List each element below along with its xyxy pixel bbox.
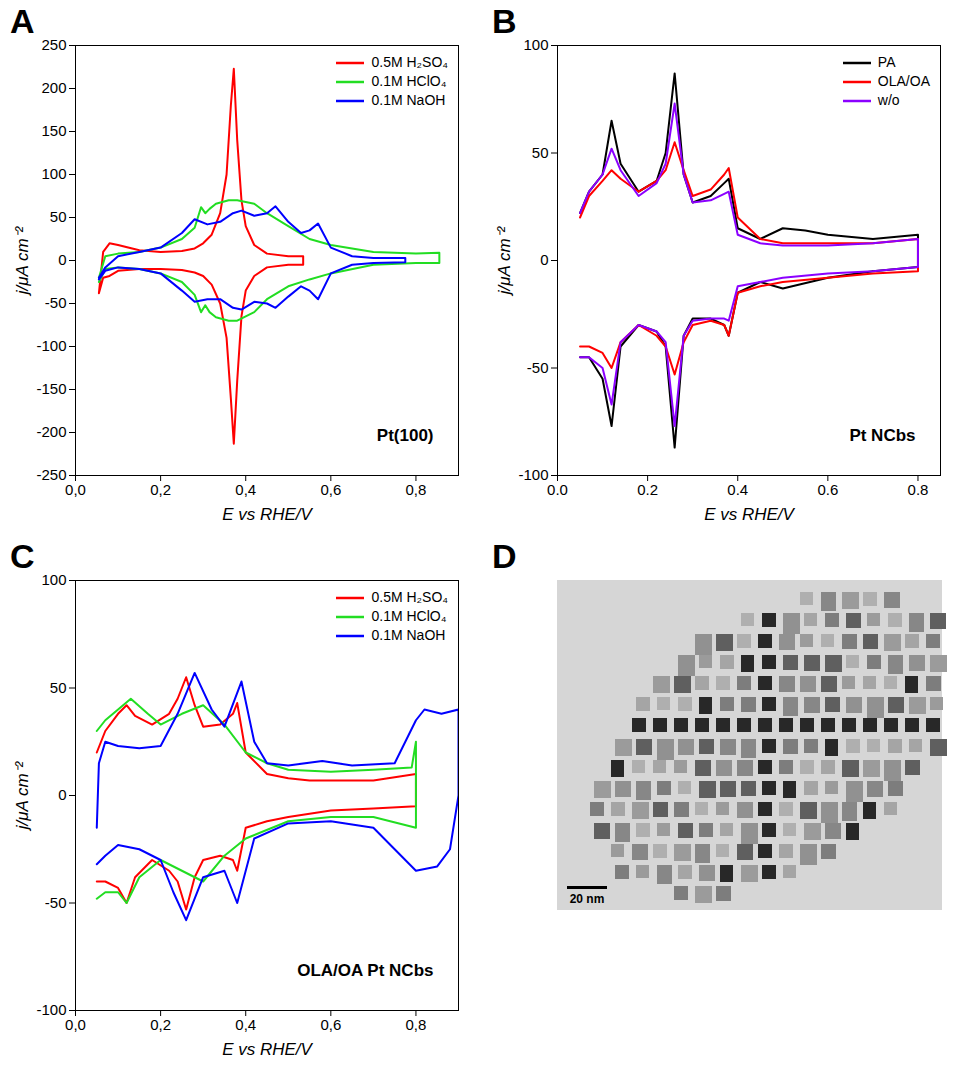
svg-text:250: 250 [41,36,66,53]
svg-text:0,0: 0,0 [65,1016,86,1033]
svg-text:100: 100 [41,571,66,588]
svg-text:0.6: 0.6 [817,481,838,498]
svg-text:0,2: 0,2 [150,1016,171,1033]
svg-text:-50: -50 [45,294,67,311]
html-text:D: D [492,537,517,575]
svg-text:150: 150 [41,122,66,139]
svg-text:j/μA cm⁻²: j/μA cm⁻² [495,225,514,296]
html-text:0.1M HClO₄: 0.1M HClO₄ [371,608,447,624]
svg-text:0,6: 0,6 [320,481,341,498]
html-text:0.5M H₂SO₄: 0.5M H₂SO₄ [371,589,448,605]
svg-text:20 nm: 20 nm [570,892,605,906]
svg-text:Pt NCbs: Pt NCbs [849,426,915,445]
svg-text:0,8: 0,8 [406,1016,427,1033]
svg-text:E vs RHE/V: E vs RHE/V [222,505,313,524]
svg-text:-100: -100 [518,466,548,483]
svg-text:E vs RHE/V: E vs RHE/V [222,1040,313,1059]
svg-text:-50: -50 [527,359,549,376]
svg-text:200: 200 [41,79,66,96]
svg-text:j/μA cm⁻²: j/μA cm⁻² [13,760,32,831]
svg-text:0,4: 0,4 [235,481,256,498]
svg-text:-100: -100 [36,337,66,354]
svg-text:0.2: 0.2 [637,481,658,498]
svg-text:0: 0 [540,251,548,268]
html-text:A: A [10,2,35,40]
html-text:0.1M NaOH: 0.1M NaOH [371,92,446,108]
svg-text:0.4: 0.4 [727,481,748,498]
html-text:C: C [10,537,35,575]
svg-text:Pt(100): Pt(100) [377,426,434,445]
svg-text:-200: -200 [36,423,66,440]
svg-text:j/μA cm⁻²: j/μA cm⁻² [13,225,32,296]
svg-text:0,0: 0,0 [65,481,86,498]
svg-text:100: 100 [41,165,66,182]
html-text:w/o: w/o [877,92,900,108]
svg-text:0,8: 0,8 [406,481,427,498]
html-text:0.5M H₂SO₄: 0.5M H₂SO₄ [371,54,448,70]
html-text:B: B [492,2,517,40]
svg-text:-100: -100 [36,1001,66,1018]
svg-text:OLA/OA Pt NCbs: OLA/OA Pt NCbs [297,961,433,980]
svg-text:-150: -150 [36,380,66,397]
svg-text:0: 0 [58,786,66,803]
svg-text:0.8: 0.8 [908,481,929,498]
html-text:OLA/OA: OLA/OA [877,73,930,89]
svg-text:50: 50 [532,144,549,161]
svg-text:-250: -250 [36,466,66,483]
svg-text:E vs RHE/V: E vs RHE/V [704,505,795,524]
svg-text:0,6: 0,6 [320,1016,341,1033]
svg-text:0: 0 [58,251,66,268]
svg-text:0,4: 0,4 [235,1016,256,1033]
html-text:0.1M NaOH: 0.1M NaOH [371,627,446,643]
html-text:PA: PA [877,54,896,70]
svg-text:-50: -50 [45,894,67,911]
svg-text:0,2: 0,2 [150,481,171,498]
svg-text:50: 50 [50,208,67,225]
svg-text:100: 100 [523,36,548,53]
svg-text:0.0: 0.0 [547,481,568,498]
svg-text:50: 50 [50,679,67,696]
html-text:0.1M HClO₄: 0.1M HClO₄ [371,73,447,89]
